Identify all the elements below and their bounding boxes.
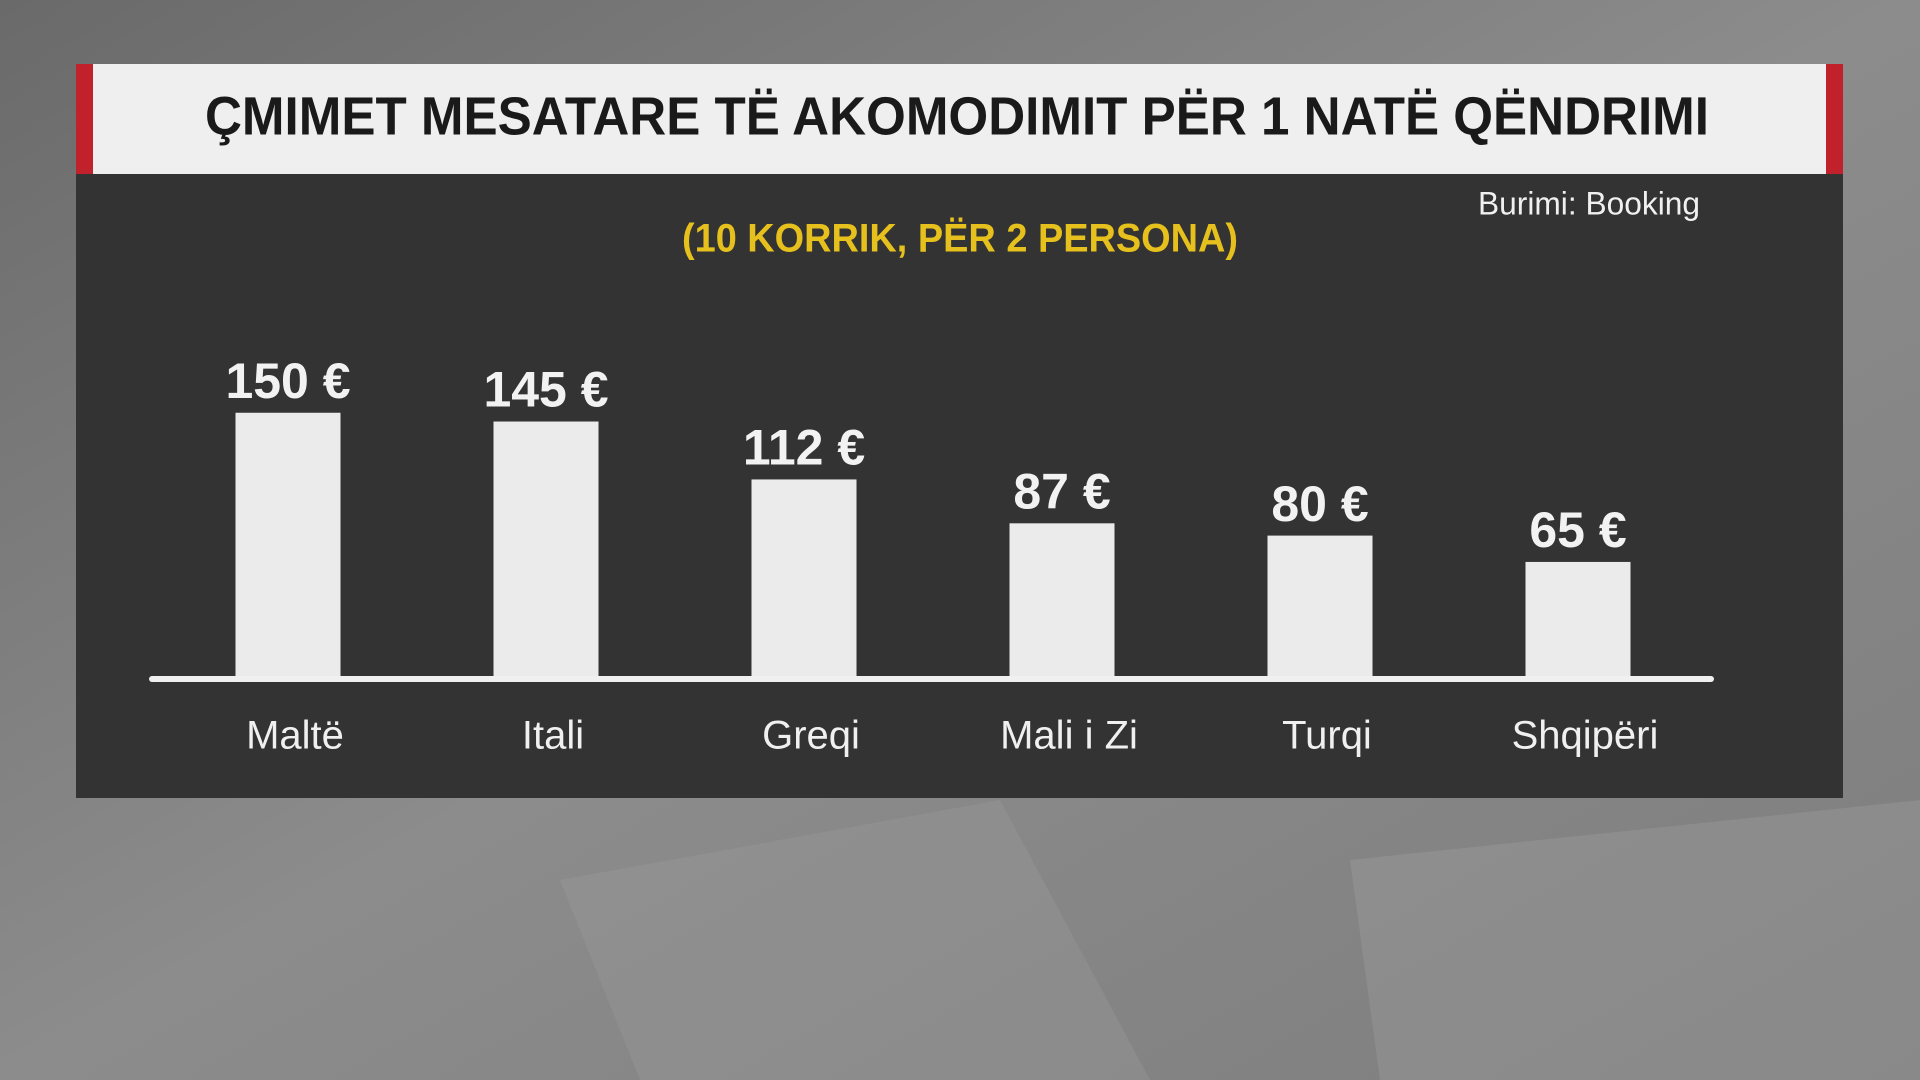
- background-shape: [560, 800, 1150, 1080]
- bar: [1267, 535, 1373, 676]
- title-accent: [1826, 64, 1843, 174]
- bar: [751, 479, 857, 676]
- value-label: 150 €: [225, 353, 350, 409]
- category-label: Greqi: [762, 714, 860, 758]
- value-label: 65 €: [1529, 502, 1626, 558]
- source-note: Burimi: Booking: [1478, 185, 1700, 221]
- category-label: Maltë: [246, 714, 344, 758]
- category-label: Turqi: [1282, 714, 1372, 758]
- value-label: 80 €: [1271, 476, 1368, 532]
- category-label: Mali i Zi: [1000, 714, 1138, 758]
- category-label: Shqipëri: [1512, 714, 1659, 758]
- background-shape: [1350, 800, 1920, 1080]
- chart-panel: [76, 174, 1843, 798]
- bar: [235, 412, 341, 676]
- bar: [1009, 523, 1115, 676]
- chart-title: ÇMIMET MESATARE TË AKOMODIMIT PËR 1 NATË…: [205, 86, 1709, 146]
- value-label: 87 €: [1013, 464, 1110, 520]
- title-accent: [76, 64, 93, 174]
- bar: [493, 421, 599, 676]
- value-label: 145 €: [483, 362, 608, 418]
- value-label: 112 €: [743, 420, 865, 476]
- title-band: [76, 64, 1843, 174]
- bar: [1525, 561, 1631, 676]
- category-label: Itali: [522, 714, 584, 758]
- chart-subtitle: (10 KORRIK, PËR 2 PERSONA): [682, 217, 1238, 261]
